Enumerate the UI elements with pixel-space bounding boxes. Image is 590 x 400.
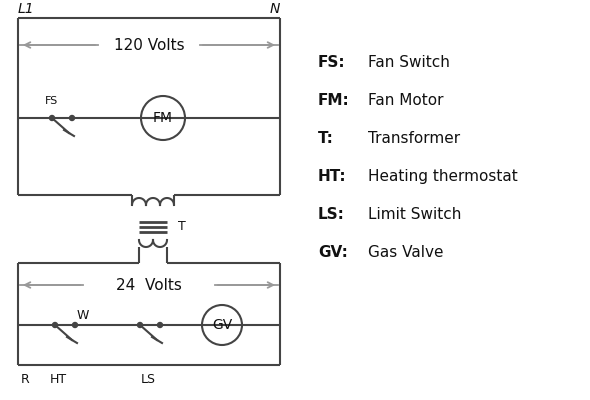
Text: N: N <box>270 2 280 16</box>
Text: W: W <box>77 309 89 322</box>
Text: 120 Volts: 120 Volts <box>114 38 184 52</box>
Text: GV: GV <box>212 318 232 332</box>
Text: LS:: LS: <box>318 207 345 222</box>
Circle shape <box>70 116 74 120</box>
Text: FS:: FS: <box>318 55 346 70</box>
Text: Gas Valve: Gas Valve <box>368 245 444 260</box>
Text: LS: LS <box>140 373 156 386</box>
Text: T: T <box>178 220 186 234</box>
Circle shape <box>158 322 162 328</box>
Text: GV:: GV: <box>318 245 348 260</box>
Text: Limit Switch: Limit Switch <box>368 207 461 222</box>
Text: T:: T: <box>318 131 334 146</box>
Text: FM: FM <box>153 111 173 125</box>
Text: FM:: FM: <box>318 93 350 108</box>
Text: Heating thermostat: Heating thermostat <box>368 169 518 184</box>
Text: R: R <box>21 373 30 386</box>
Text: Transformer: Transformer <box>368 131 460 146</box>
Text: 24  Volts: 24 Volts <box>116 278 182 292</box>
Circle shape <box>73 322 77 328</box>
Circle shape <box>53 322 57 328</box>
Text: HT:: HT: <box>318 169 347 184</box>
Text: Fan Motor: Fan Motor <box>368 93 444 108</box>
Text: Fan Switch: Fan Switch <box>368 55 450 70</box>
Text: HT: HT <box>50 373 67 386</box>
Circle shape <box>137 322 143 328</box>
Text: L1: L1 <box>18 2 35 16</box>
Text: FS: FS <box>45 96 58 106</box>
Circle shape <box>50 116 54 120</box>
